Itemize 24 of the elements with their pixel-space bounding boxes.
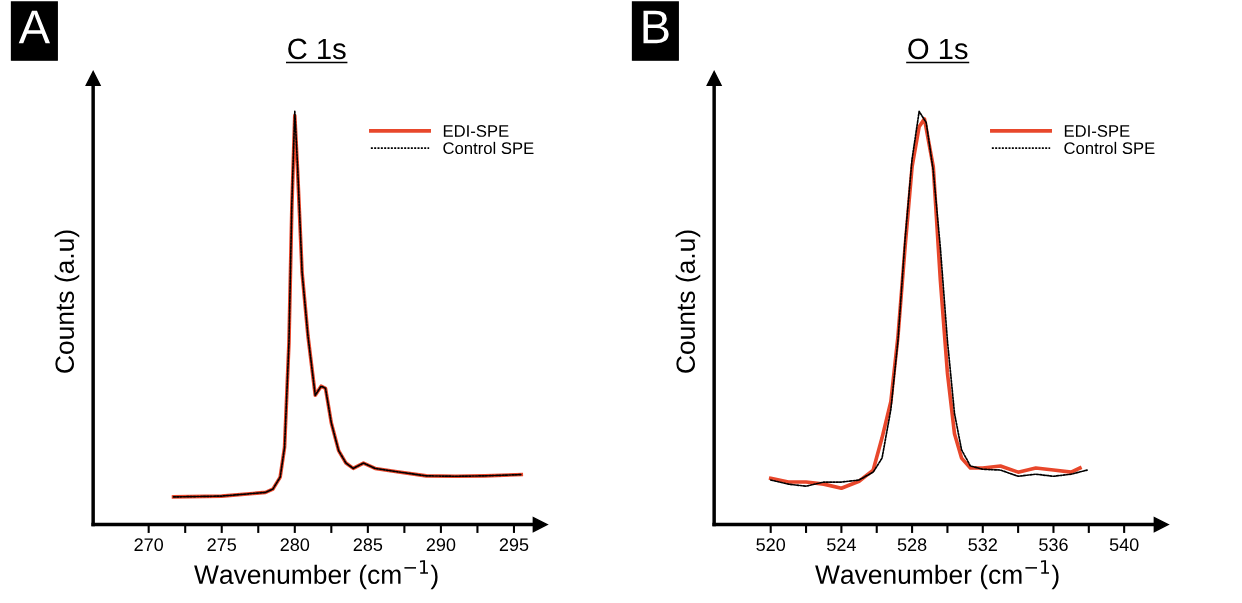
x-axis-title: Wavenumber (cm$^{−1}$)	[194, 560, 438, 590]
chart-title: O 1s	[908, 38, 968, 60]
y-axis-title: Counts (a.u)	[54, 230, 80, 373]
x-tick-label: 275	[207, 538, 237, 552]
legend-label: EDI-SPE	[443, 125, 509, 137]
legend-label: Control SPE	[1064, 141, 1155, 155]
legend-label: Control SPE	[443, 141, 534, 155]
x-tick-label: 520	[756, 538, 786, 552]
x-tick-label: 536	[1039, 538, 1068, 552]
y-axis-title: Counts (a.u)	[675, 230, 701, 373]
x-tick-label: 295	[499, 538, 529, 552]
x-tick-label: 270	[134, 538, 164, 552]
legend-label: EDI-SPE	[1064, 125, 1130, 137]
x-tick-label: 285	[353, 538, 383, 552]
x-tick-label: 540	[1109, 538, 1139, 552]
x-tick-label: 524	[827, 538, 856, 552]
text: B	[643, 10, 669, 44]
chart-title: C 1s	[288, 38, 346, 60]
x-tick-label: 528	[897, 538, 927, 552]
x-tick-label: 280	[280, 538, 310, 552]
text: A	[18, 10, 51, 44]
x-tick-label: 532	[968, 538, 997, 552]
x-tick-label: 290	[426, 538, 456, 552]
x-axis-title: Wavenumber (cm$^{−1}$)	[815, 560, 1059, 590]
